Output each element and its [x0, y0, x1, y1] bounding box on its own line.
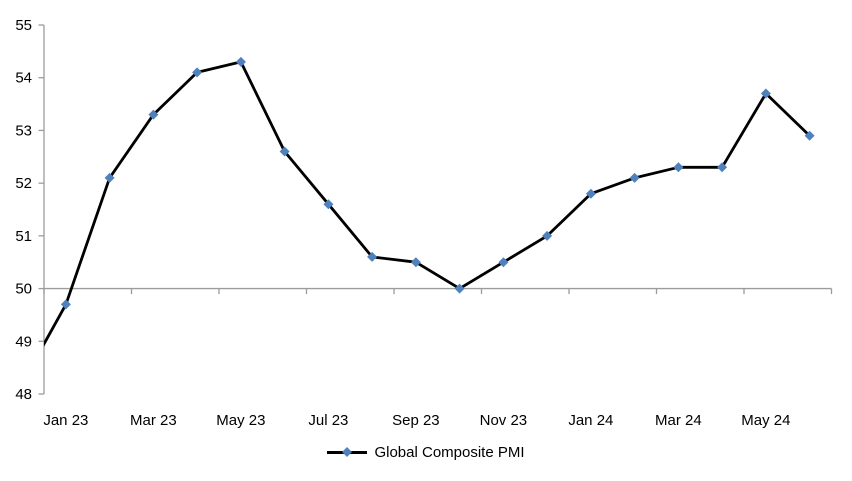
legend-label: Global Composite PMI	[374, 443, 525, 461]
legend-diamond-marker-icon	[342, 447, 353, 457]
pmi-data-marker	[629, 172, 640, 183]
x-tick-label: Jul 23	[308, 412, 348, 429]
y-tick-label: 52	[15, 175, 32, 192]
pmi-data-marker	[673, 162, 684, 173]
x-tick-label: Jan 23	[43, 412, 88, 429]
y-tick-label: 49	[15, 333, 32, 350]
pmi-data-marker	[367, 251, 378, 262]
x-tick-label: May 23	[216, 412, 265, 429]
pmi-data-marker	[760, 88, 771, 99]
pmi-data-marker	[148, 109, 159, 120]
pmi-data-marker	[454, 283, 465, 294]
pmi-data-marker	[498, 257, 509, 268]
x-tick-label: Mar 23	[130, 412, 177, 429]
x-tick-label: Mar 24	[655, 412, 702, 429]
pmi-data-marker	[542, 230, 553, 241]
pmi-data-marker	[192, 67, 203, 78]
pmi-line	[44, 60, 811, 347]
pmi-data-marker	[104, 172, 115, 183]
x-tick-label: Sep 23	[392, 412, 440, 429]
chart-legend: Global Composite PMI	[0, 443, 852, 461]
legend-line-sample	[327, 447, 368, 457]
pmi-data-marker	[804, 130, 815, 141]
pmi-data-marker	[279, 146, 290, 157]
y-tick-label: 50	[15, 281, 32, 298]
y-tick-label: 53	[15, 122, 32, 139]
x-tick-label: Nov 23	[480, 412, 528, 429]
pmi-data-marker	[235, 56, 246, 67]
y-tick-label: 48	[15, 386, 32, 403]
y-tick-label: 54	[15, 70, 32, 87]
pmi-data-marker	[717, 162, 728, 173]
pmi-data-marker	[323, 199, 334, 210]
pmi-data-marker	[410, 257, 421, 268]
pmi-data-marker	[60, 299, 71, 310]
x-tick-label: Jan 24	[568, 412, 613, 429]
y-tick-label: 55	[15, 17, 32, 34]
x-tick-label: May 24	[741, 412, 790, 429]
y-tick-label: 51	[15, 228, 32, 245]
pmi-data-marker	[585, 188, 596, 199]
